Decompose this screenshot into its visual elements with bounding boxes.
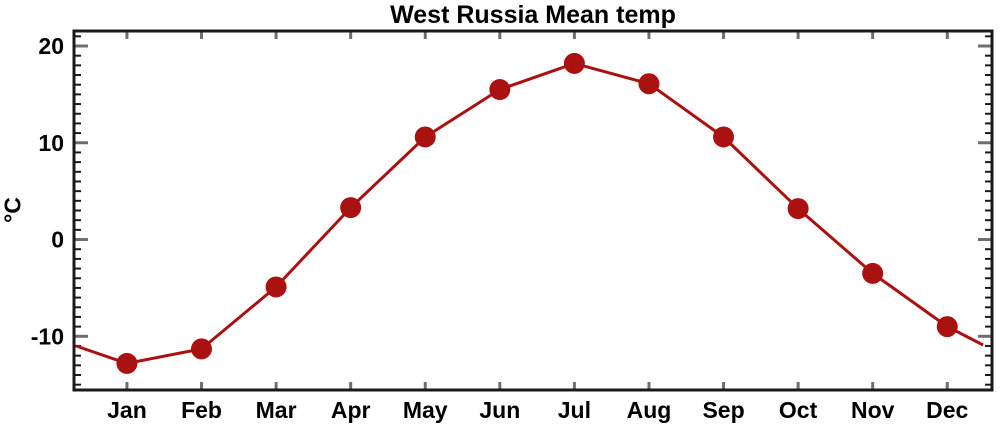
x-tick-label-mar: Mar <box>256 397 297 423</box>
y-tick-label-20: 20 <box>38 33 64 59</box>
x-tick-label-sep: Sep <box>702 397 744 423</box>
x-tick-label-dec: Dec <box>926 397 968 423</box>
x-tick-label-jan: Jan <box>107 397 147 423</box>
x-tick-label-apr: Apr <box>331 397 371 423</box>
temperature-line <box>75 61 984 365</box>
y-tick-label-0: 0 <box>51 227 64 253</box>
data-point-sep <box>713 126 735 148</box>
plot-frame <box>72 29 994 392</box>
y-axis-label: °C <box>0 197 26 223</box>
x-tick-label-oct: Oct <box>779 397 818 423</box>
data-point-nov <box>862 262 884 284</box>
x-tick-label-aug: Aug <box>627 397 672 423</box>
x-tick-label-feb: Feb <box>181 397 222 423</box>
x-tick-label-jul: Jul <box>558 397 591 423</box>
x-tick-label-may: May <box>403 397 448 423</box>
data-point-dec <box>936 316 958 338</box>
data-point-jan <box>116 352 138 374</box>
y-tick-label-10: 10 <box>38 130 64 156</box>
chart-title: West Russia Mean temp <box>390 1 676 29</box>
data-point-jul <box>563 52 585 74</box>
data-point-jun <box>489 79 511 101</box>
data-point-apr <box>340 197 362 219</box>
data-point-aug <box>638 73 660 95</box>
x-tick-label-nov: Nov <box>851 397 895 423</box>
data-point-oct <box>787 198 809 220</box>
x-tick-label-jun: Jun <box>479 397 520 423</box>
data-point-may <box>414 126 436 148</box>
data-point-feb <box>191 338 213 360</box>
data-point-mar <box>265 276 287 298</box>
y-tick-label--10: -10 <box>31 323 64 349</box>
